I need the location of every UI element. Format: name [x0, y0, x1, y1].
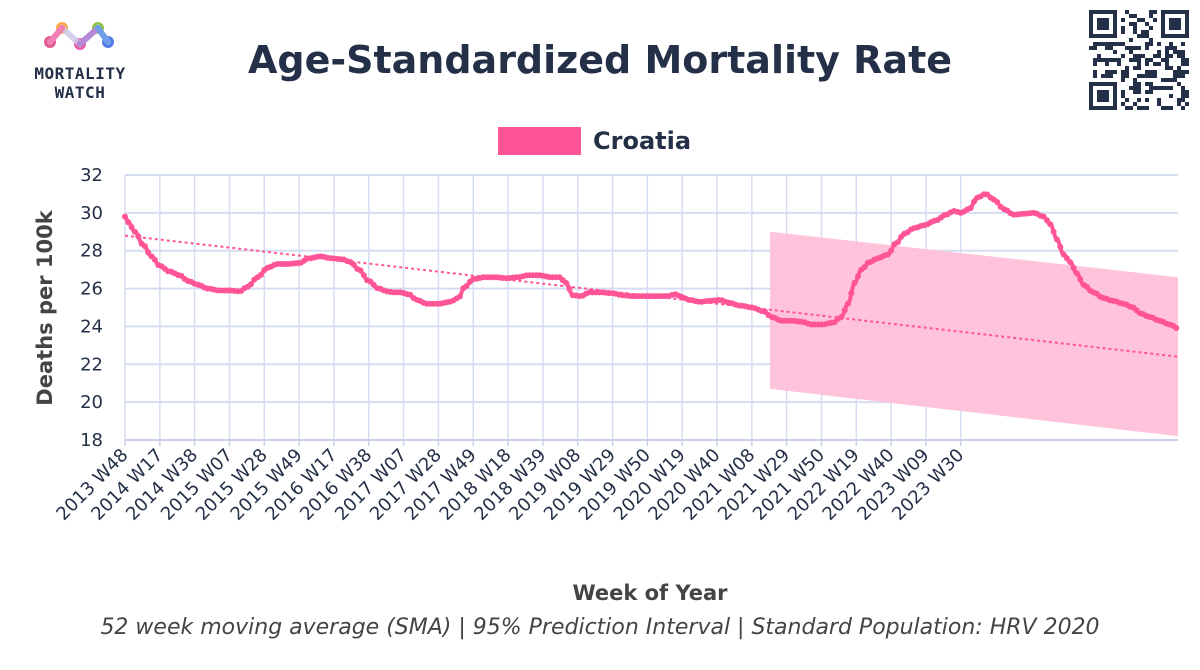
- data-point: [350, 261, 357, 268]
- logo-text-line2: WATCH: [54, 83, 106, 102]
- data-point: [357, 267, 364, 274]
- legend-swatch-croatia: [498, 127, 581, 155]
- data-point: [135, 233, 142, 240]
- data-point: [967, 205, 974, 211]
- series-layer: [122, 191, 1180, 331]
- y-tick-label: 30: [80, 203, 103, 224]
- y-tick-label: 20: [80, 392, 103, 413]
- data-point: [851, 279, 858, 286]
- data-point: [894, 239, 901, 246]
- data-point: [128, 224, 135, 231]
- legend[interactable]: Croatia: [498, 124, 691, 158]
- legend-label-croatia: Croatia: [593, 127, 692, 155]
- y-axis-ticks: 18 20 22 24 26 28 30 32: [80, 165, 103, 451]
- logo-text: MORTALITY WATCH: [12, 64, 148, 102]
- data-point: [841, 307, 848, 314]
- data-point: [258, 271, 264, 278]
- data-point: [457, 293, 463, 300]
- data-point: [1077, 276, 1084, 283]
- data-point: [861, 264, 868, 270]
- chart-title: Age-Standardized Mortality Rate: [247, 38, 953, 82]
- data-point: [122, 213, 128, 220]
- data-point: [1073, 270, 1080, 277]
- data-point: [994, 199, 1001, 205]
- data-point: [131, 228, 138, 235]
- qr-code-icon: [1089, 10, 1189, 110]
- data-point: [1070, 264, 1077, 271]
- data-point: [1067, 259, 1074, 266]
- data-point: [1057, 243, 1064, 250]
- y-tick-label: 28: [80, 241, 103, 262]
- data-point: [845, 300, 851, 307]
- data-point: [1053, 236, 1060, 243]
- mortality-watch-logo: [44, 22, 114, 50]
- y-axis-title: Deaths per 100k: [33, 209, 57, 405]
- x-axis-title: Week of Year: [572, 581, 728, 605]
- data-point: [141, 243, 148, 250]
- chart-subtitle: 52 week moving average (SMA) | 95% Predi…: [100, 615, 1100, 640]
- data-point: [1047, 221, 1054, 228]
- y-tick-label: 18: [80, 430, 103, 451]
- data-point: [855, 273, 861, 280]
- y-tick-label: 22: [80, 354, 103, 375]
- data-point: [248, 281, 254, 288]
- y-tick-label: 26: [80, 279, 103, 300]
- data-point: [125, 219, 132, 226]
- y-tick-label: 32: [80, 165, 103, 186]
- data-point: [888, 247, 895, 254]
- data-point: [151, 256, 158, 263]
- data-point: [463, 283, 470, 289]
- logo-text-line1: MORTALITY: [34, 64, 126, 83]
- data-point: [360, 272, 367, 279]
- data-point: [838, 314, 845, 320]
- data-point: [1173, 325, 1180, 331]
- data-point: [563, 279, 570, 286]
- y-tick-label: 24: [80, 316, 103, 337]
- data-point: [566, 286, 573, 292]
- data-point: [848, 290, 855, 297]
- data-point: [1050, 228, 1057, 235]
